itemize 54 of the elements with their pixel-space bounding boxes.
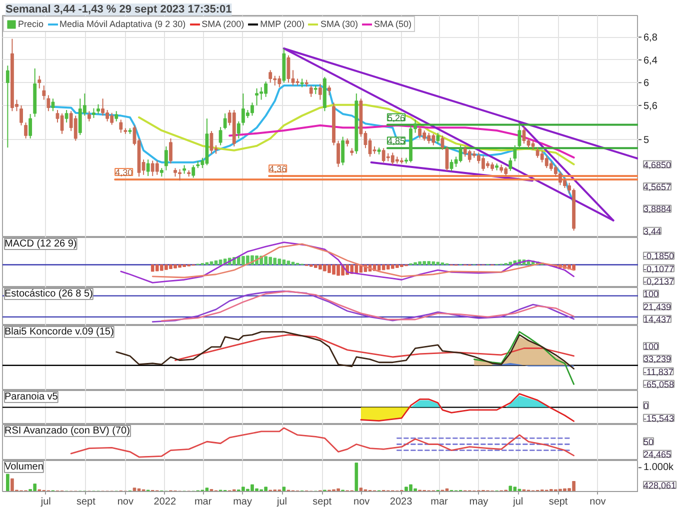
text: 24,465 [644, 449, 672, 460]
x-tick-label: sept [76, 496, 96, 508]
y-tick-label: 6 [644, 78, 650, 90]
chart-title: Semanal 3,44 -1,43 % 29 sept 2023 17:35:01 [6, 4, 232, 16]
y-tick-label: 6,4 [644, 55, 658, 66]
x-tick-label: jul [276, 496, 288, 508]
x-tick-label: nov [590, 496, 606, 508]
x-tick-label: may [233, 496, 252, 508]
text: -11,837 [644, 366, 674, 377]
y-tick-label: 5,6 [644, 100, 658, 112]
text: 0 [644, 400, 649, 411]
x-tick-label: nov [117, 496, 134, 508]
text: 100 [644, 289, 659, 300]
data-label: 5,26 [387, 112, 405, 123]
legend-label: MMP (200) [260, 19, 304, 29]
chart-title: Blai5 Koncorde v.09 (15) [4, 326, 114, 338]
x-tick-label: jul [512, 496, 524, 508]
x-tick-label: 2023 [390, 496, 413, 508]
x-tick-label: mar [194, 496, 212, 508]
x-tick-label: sept [548, 496, 568, 508]
legend-label: Precio [18, 19, 44, 29]
legend-label: SMA (200) [202, 19, 244, 29]
legend-label: Media Móvil Adaptativa (9 2 30) [60, 19, 186, 29]
chart-title: Volumen [4, 462, 44, 472]
chart-title: RSI Avanzado (con BV) (70) [4, 426, 130, 436]
text: 14,437 [644, 314, 672, 324]
text: -0,1850 [644, 251, 674, 262]
legend-label: SMA (30) [320, 19, 358, 29]
x-tick-label: mar [430, 496, 449, 508]
chart-title: Estocástico (26 8 5) [4, 288, 93, 300]
chart-title: Paranoia v5 [4, 392, 58, 402]
x-tick-label: nov [354, 496, 370, 508]
text: 100 [644, 342, 659, 352]
y-tick-label: 6,8 [644, 32, 658, 44]
x-tick-label: sept [312, 496, 332, 508]
y-tick-label: 1.000k [644, 462, 675, 474]
text: 21,439 [644, 302, 672, 312]
y-tick-label: 5 [644, 135, 650, 146]
text: 50 [644, 436, 654, 447]
x-tick-label: may [469, 496, 488, 508]
text: 3,8884 [644, 204, 672, 214]
text: 4,5657 [644, 182, 672, 192]
text: 4,6850 [644, 160, 672, 170]
legend-label: SMA (50) [374, 19, 412, 29]
chart-title: MACD (12 26 9) [4, 238, 77, 250]
text: -15,543 [644, 413, 674, 424]
x-tick-label: jul [40, 496, 51, 508]
text: 428,061 [644, 480, 676, 490]
text: -0,2137 [644, 276, 674, 286]
text: 33,239 [644, 354, 672, 364]
text: -65,058 [644, 379, 674, 390]
x-tick-label: 2022 [154, 496, 176, 508]
text: 3,44 [644, 226, 662, 236]
text: -0,1077 [644, 264, 674, 274]
